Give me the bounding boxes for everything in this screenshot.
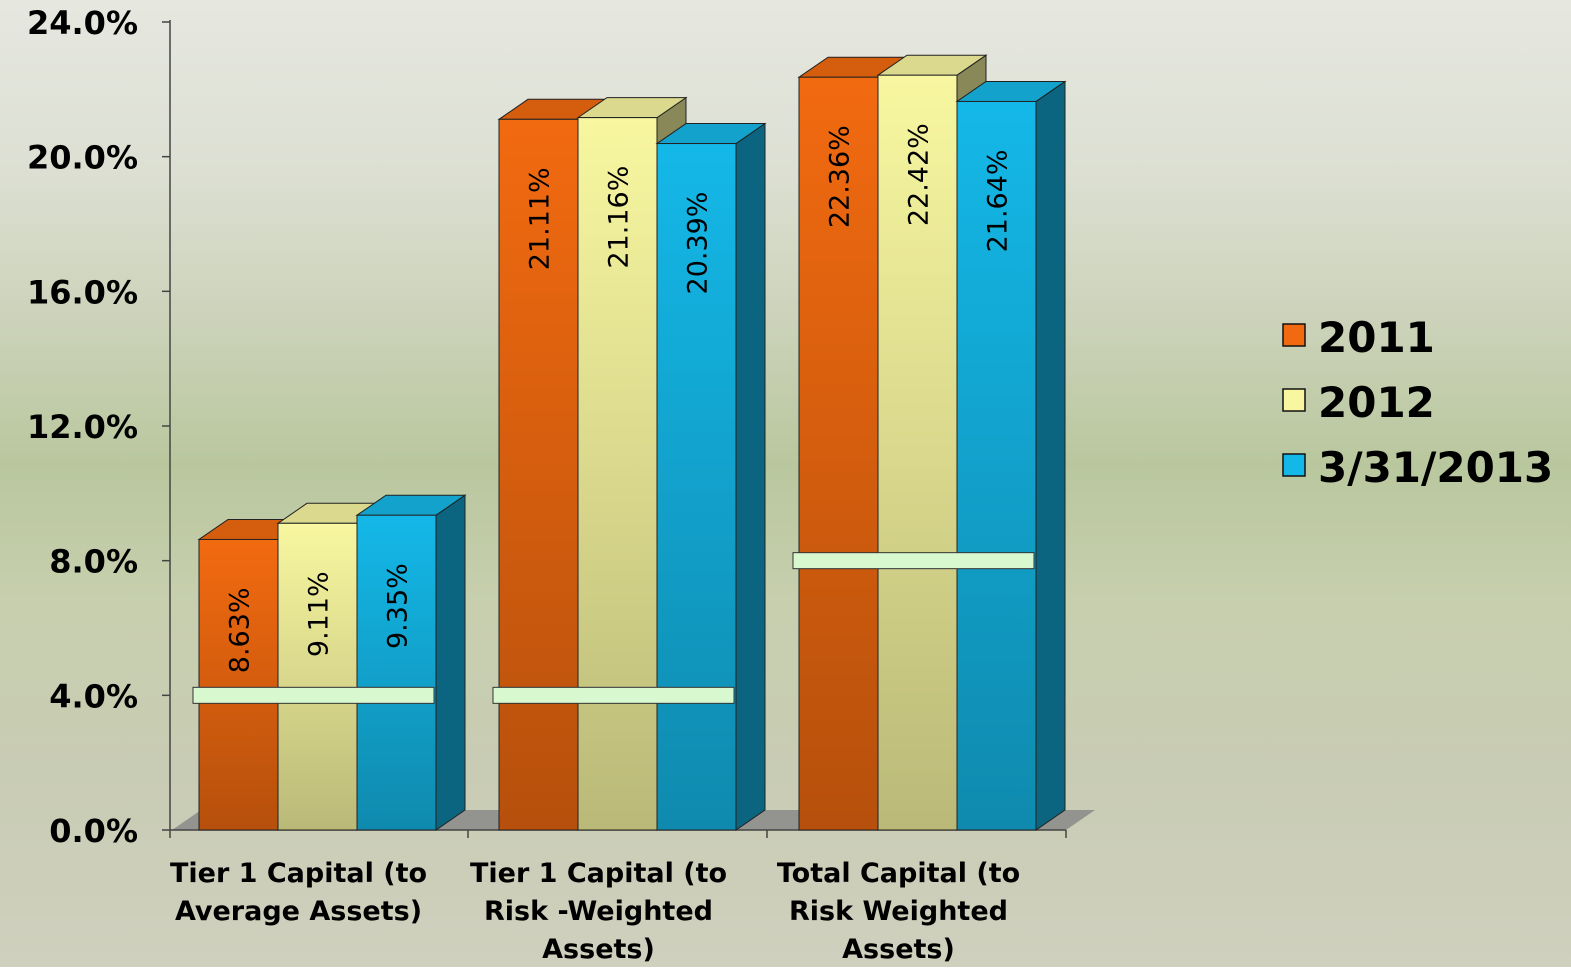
y-tick-label: 12.0% — [27, 408, 138, 446]
bar-side-3/31/2013 — [735, 122, 766, 831]
regulatory-threshold-line — [192, 686, 435, 704]
legend-label: 2011 — [1318, 313, 1435, 362]
bar-2012 — [577, 117, 658, 831]
bar-3/31/2013 — [356, 514, 437, 831]
data-label: 8.63% — [225, 587, 256, 673]
bar-3/31/2013 — [956, 100, 1037, 831]
bar-2012 — [277, 522, 358, 831]
bar-3/31/2013 — [656, 143, 737, 831]
x-category-label: Risk Weighted — [789, 896, 1008, 927]
x-category-label: Average Assets) — [175, 896, 422, 927]
y-tick-label: 0.0% — [49, 812, 138, 850]
legend-swatch-2012 — [1282, 388, 1306, 412]
data-label: 21.16% — [604, 166, 635, 269]
bar-2011 — [498, 118, 579, 831]
data-label: 22.36% — [825, 125, 856, 228]
legend: 2011 2012 3/31/2013 — [1282, 313, 1553, 492]
y-tick-label: 16.0% — [27, 273, 138, 311]
regulatory-threshold-line — [492, 686, 735, 704]
data-label: 21.11% — [525, 167, 556, 270]
legend-label: 2012 — [1318, 378, 1435, 427]
data-label: 20.39% — [683, 192, 714, 295]
legend-swatch-2011 — [1282, 323, 1306, 347]
x-category-label: Tier 1 Capital (to — [170, 858, 427, 889]
bar-side-3/31/2013 — [435, 494, 466, 831]
y-tick-label: 8.0% — [49, 543, 138, 581]
regulatory-threshold-line — [792, 552, 1035, 570]
x-category-label: Risk -Weighted — [484, 896, 713, 927]
bar-2011 — [198, 538, 279, 831]
x-category-label: Assets) — [842, 934, 955, 965]
bar-side-3/31/2013 — [1035, 80, 1066, 831]
data-label: 22.42% — [904, 123, 935, 226]
data-label: 9.35% — [383, 563, 414, 649]
x-category-label: Assets) — [542, 934, 655, 965]
y-tick-label: 4.0% — [49, 677, 138, 715]
legend-swatch-3/31/2013 — [1282, 453, 1306, 477]
bar-2011 — [798, 76, 879, 831]
data-label: 9.11% — [304, 571, 335, 657]
y-tick-label: 24.0% — [27, 4, 138, 42]
bar-2012 — [877, 74, 958, 831]
x-category-label: Tier 1 Capital (to — [470, 858, 727, 889]
y-tick-label: 20.0% — [27, 139, 138, 177]
legend-label: 3/31/2013 — [1318, 443, 1553, 492]
x-category-label: Total Capital (to — [777, 858, 1020, 889]
data-label: 21.64% — [983, 149, 1014, 252]
